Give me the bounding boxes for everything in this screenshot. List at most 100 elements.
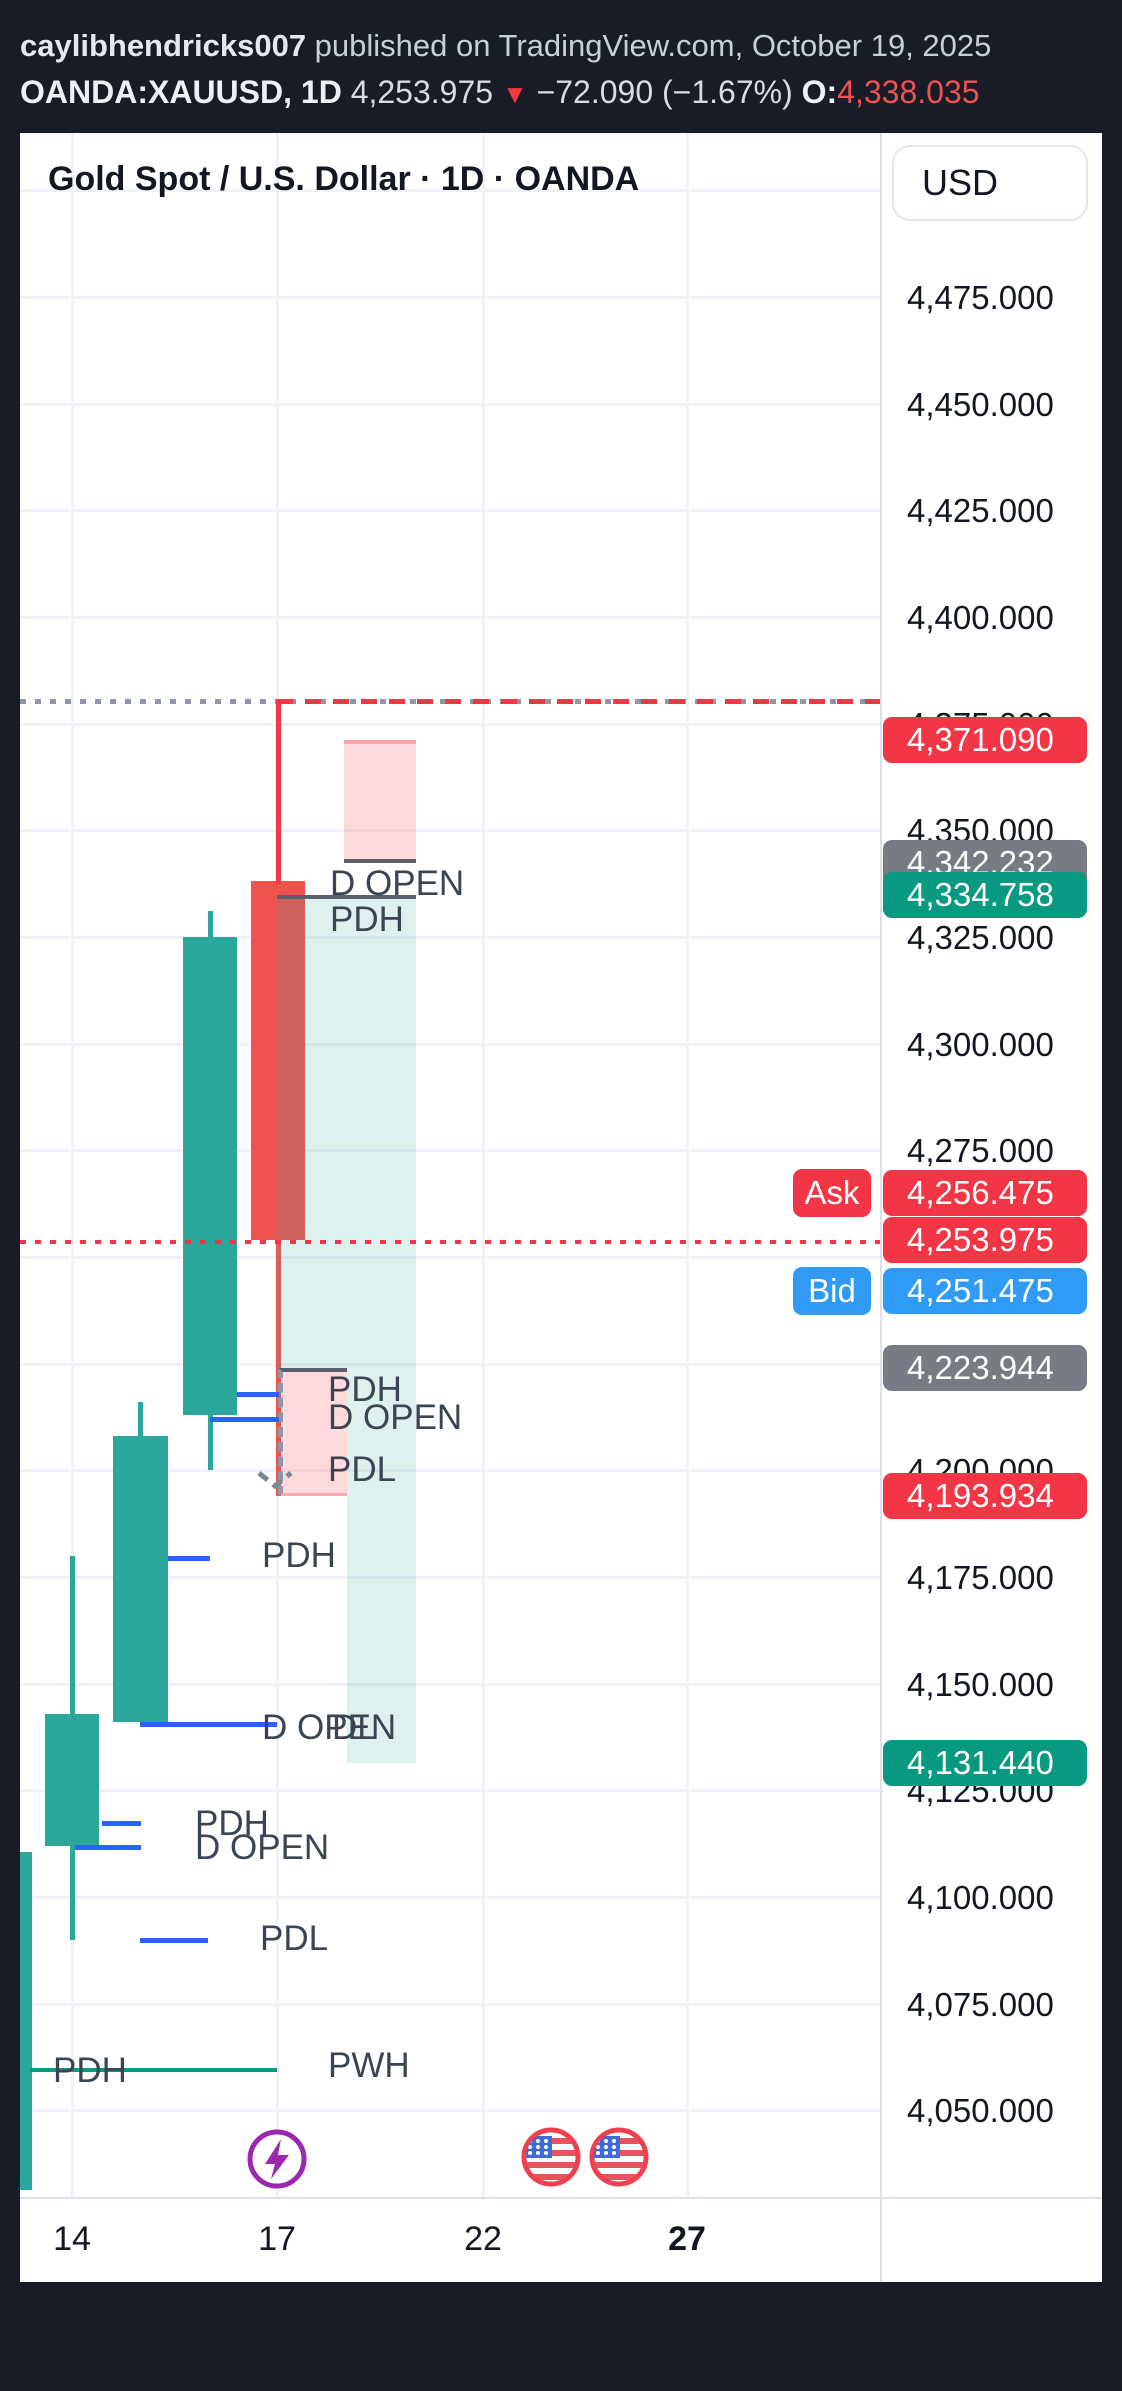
pdl-line-a [140,1938,208,1943]
header-change: −72.090 (−1.67%) [536,74,793,110]
level-label: D OPEN [195,1828,330,1867]
candle-body [20,1852,32,2190]
level-label: PDH [53,2051,127,2090]
d-open-line-a [210,1417,279,1422]
grid-line-h [20,829,880,832]
price-axis-label: 4,100.000 [907,1879,1054,1916]
price-badge: 4,256.475 [883,1170,1087,1216]
symbol-stats-line: OANDA:XAUUSD, 1D 4,253.975 ▼ −72.090 (−1… [20,74,980,111]
level-label: PWH [328,2046,410,2085]
header-last-price: 4,253.975 [350,74,494,110]
open-label: O: [801,74,838,110]
last-price-dotted [20,1240,881,1244]
price-axis-label: 4,475.000 [907,279,1054,316]
demand-zone-left [277,895,347,1368]
price-badge: 4,251.475 [883,1268,1087,1314]
level-label: PDH [262,1536,336,1575]
day-high-dashed [277,699,881,704]
lightning-event-icon[interactable] [244,2126,310,2192]
level-label: PDL [260,1919,329,1958]
bid-tag: Bid [793,1267,871,1315]
time-axis-label: 14 [53,2220,91,2258]
snapshot-header: caylibhendricks007 published on TradingV… [0,0,1122,133]
pdh-line-b [168,1556,210,1561]
supply-zone-upper [344,740,416,863]
grid-line-h [20,936,880,939]
price-axis-label: 4,325.000 [907,919,1054,956]
grid-line-h [20,189,880,192]
grid-line-h [20,403,880,406]
level-label: D OPEN [328,1398,463,1437]
price-axis-label: 4,275.000 [907,1132,1054,1169]
chart-title: Gold Spot / U.S. Dollar · 1D · OANDA [48,160,640,198]
grid-line-h [20,1683,880,1686]
grid-line-h [20,1789,880,1792]
grid-line-h [20,1363,880,1366]
grid-line-h [20,1896,880,1899]
grid-line-h [20,1576,880,1579]
grid-line-h [20,2109,880,2112]
level-label: PDH [330,900,404,939]
price-badge: 4,253.975 [883,1217,1087,1263]
price-axis-label: 4,050.000 [907,2092,1054,2129]
us-flag-event-icon[interactable] [586,2124,652,2190]
footer-bar: TradingView [0,2282,1122,2391]
price-badge: 4,334.758 [883,872,1087,918]
down-arrow-icon: ▼ [501,79,528,109]
symbol-name: OANDA:XAUUSD, 1D [20,74,342,110]
level-label: D OPEN [330,864,465,903]
grid-line-h [20,296,880,299]
ask-tag: Ask [793,1169,871,1217]
published-line: caylibhendricks007 published on TradingV… [20,28,991,64]
level-label: PDH [195,1804,269,1843]
level-label: D OPEN [262,1708,397,1747]
price-axis-label: 4,300.000 [907,1026,1054,1063]
grid-line-h [20,1469,880,1472]
price-badge: 4,371.090 [883,717,1087,763]
price-badge: 4,223.944 [883,1345,1087,1391]
grid-line-h [20,723,880,726]
grid-line-h [20,616,880,619]
time-axis-label: 27 [668,2220,706,2258]
price-axis-label: 4,425.000 [907,492,1054,529]
us-flag-event-icon[interactable] [518,2124,584,2190]
candle-body [183,937,237,1415]
currency-unit-button[interactable]: USD [892,145,1088,221]
username: caylibhendricks007 [20,28,307,63]
grid-line-h [20,509,880,512]
price-axis-label: 4,175.000 [907,1559,1054,1596]
pdh-line-a [237,1392,279,1397]
grid-line-v [482,133,485,2197]
grid-line-v [686,133,689,2197]
price-axis-label: 4,075.000 [907,1986,1054,2023]
price-axis-border [880,133,882,2282]
level-label: PDL [328,1450,397,1489]
grid-line-h [20,2003,880,2006]
day-high-vline [276,699,281,884]
price-badge: 4,193.934 [883,1473,1087,1519]
grid-line-h [20,1149,880,1152]
d-open-line-b [140,1722,277,1727]
grid-line-h [20,1256,880,1259]
published-text: published on TradingView.com, October 19… [306,28,992,63]
chevron-down-icon [257,1471,293,1490]
demand-zone-right [347,895,416,1763]
price-badge: 4,131.440 [883,1740,1087,1786]
pwh-line [30,2068,277,2072]
open-value: 4,338.035 [837,74,980,110]
candle-body [113,1436,168,1722]
level-label: DL [332,1708,377,1747]
time-axis-border [20,2197,1102,2199]
pdh-line-c [102,1821,141,1826]
time-axis-label: 17 [258,2220,296,2258]
price-axis-label: 4,450.000 [907,386,1054,423]
candle-body [45,1714,99,1846]
level-label: PDH [328,1370,402,1409]
price-axis-label: 4,400.000 [907,599,1054,636]
price-axis-label: 4,150.000 [907,1666,1054,1703]
grid-line-h [20,1043,880,1046]
time-axis-label: 22 [464,2220,502,2258]
grid-line-v [71,133,74,2197]
